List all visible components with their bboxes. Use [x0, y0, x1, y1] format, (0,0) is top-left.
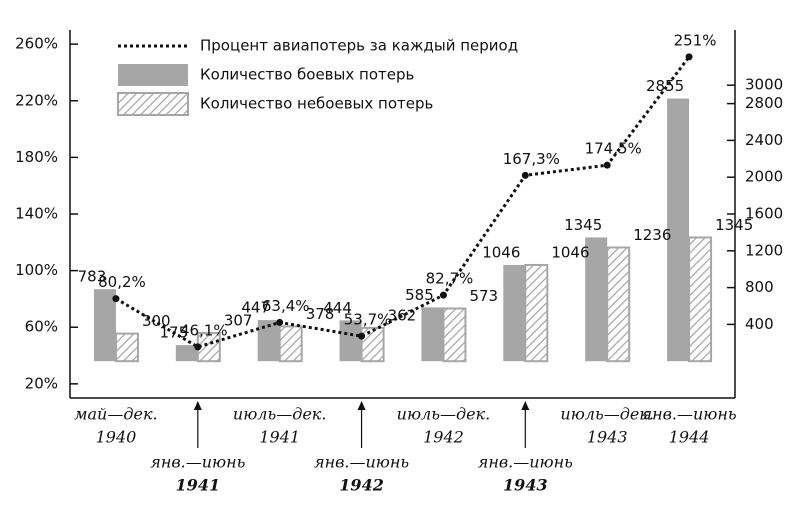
- x-tick-label: июль—дек.: [560, 405, 654, 424]
- bar-value-label: 447: [241, 299, 270, 317]
- y-tick-label: 220%: [15, 91, 58, 109]
- bar: [175, 345, 198, 362]
- x-tick-label-year: 1942: [339, 476, 384, 495]
- bar: [585, 237, 608, 362]
- x-tick-label: янв.—июнь: [478, 453, 573, 472]
- x-tick-label: июль—дек.: [397, 405, 491, 424]
- x-tick-label: июль—дек.: [233, 405, 327, 424]
- line-value-label: 167,3%: [503, 150, 560, 168]
- x-tick-label: янв.—июнь: [641, 405, 736, 424]
- bar-value-label: 1345: [564, 216, 602, 234]
- y2-tick-label: 3000: [745, 76, 783, 94]
- y2-tick-label: 2800: [745, 94, 783, 112]
- legend-label: Процент авиапотерь за каждый период: [200, 37, 518, 55]
- line: [115, 55, 691, 349]
- legend-label: Количество небоевых потерь: [200, 95, 433, 113]
- y2-tick-label: 2400: [745, 131, 783, 149]
- bar-value-label: 2855: [646, 77, 684, 95]
- arrow-head: [357, 401, 366, 410]
- line-point: [358, 332, 366, 340]
- bar-value-label: 1236: [633, 226, 671, 244]
- x-tick-label-year: 1942: [423, 428, 464, 447]
- hatched-bar: [360, 326, 385, 363]
- line-point: [194, 343, 202, 351]
- hatched-bar: [524, 263, 549, 363]
- hatched-bar: [606, 246, 631, 363]
- hatched-bar: [442, 307, 467, 363]
- line-point: [112, 295, 120, 303]
- y-tick-label: 180%: [15, 148, 58, 166]
- x-tick-label-year: 1943: [587, 428, 628, 447]
- x-tick-label: май—дек.: [74, 405, 157, 424]
- x-tick-label: янв.—июнь: [150, 453, 245, 472]
- bar-value-label: 300: [142, 312, 171, 330]
- y-tick-label: 260%: [15, 35, 58, 53]
- bar: [93, 289, 116, 362]
- line-value-label: 63,4%: [262, 297, 310, 315]
- y2-tick-label: 800: [745, 278, 774, 296]
- y-tick-label: 60%: [25, 318, 58, 336]
- line-value-label: 80,2%: [98, 273, 146, 291]
- bar-value-label: 378: [306, 305, 335, 323]
- y2-tick-label: 1200: [745, 241, 783, 259]
- bar-value-label: 783: [78, 268, 107, 286]
- y2-tick-label: 1600: [745, 205, 783, 223]
- bar: [421, 307, 444, 362]
- hatched-bar: [278, 325, 303, 363]
- line-point: [439, 291, 447, 299]
- bar-value-label: 1345: [715, 216, 753, 234]
- line-value-label: 174,5%: [585, 140, 642, 158]
- y-tick-label: 20%: [25, 374, 58, 392]
- arrow-head: [193, 401, 202, 410]
- line-point: [521, 171, 529, 179]
- bar: [503, 264, 526, 362]
- bar-value-label: 585: [405, 286, 434, 304]
- line-point: [685, 53, 693, 61]
- x-tick-label-year: 1940: [96, 428, 137, 447]
- line-value-label: 53,7%: [344, 311, 392, 329]
- legend-label: Количество боевых потерь: [200, 66, 414, 84]
- hatched-bar: [114, 332, 139, 363]
- arrow-head: [521, 401, 530, 410]
- line-value-label: 46,1%: [180, 321, 228, 339]
- y-tick-label: 140%: [15, 205, 58, 223]
- bar: [667, 98, 690, 362]
- bar: [339, 320, 362, 362]
- line-value-label: 251%: [674, 31, 717, 49]
- y2-tick-label: 2000: [745, 168, 783, 186]
- bar-value-label: 1046: [551, 243, 589, 261]
- x-tick-label-year: 1944: [669, 428, 710, 447]
- x-tick-label: янв.—июнь: [314, 453, 409, 472]
- y2-tick-label: 400: [745, 315, 774, 333]
- hatched-bar: [688, 236, 713, 363]
- line-point: [276, 318, 284, 326]
- bar-value-label: 1046: [482, 243, 520, 261]
- bar-value-label: 307: [224, 311, 253, 329]
- x-tick-label-year: 1943: [503, 476, 548, 495]
- line-value-label: 82,7%: [426, 270, 474, 288]
- legend-swatch: [118, 64, 188, 86]
- x-tick-label-year: 1941: [259, 428, 300, 447]
- bar-value-label: 444: [323, 299, 352, 317]
- y-tick-label: 100%: [15, 261, 58, 279]
- legend-swatch: [117, 92, 189, 116]
- x-tick-label-year: 1941: [176, 476, 221, 495]
- bar-value-label: 573: [469, 287, 498, 305]
- line-point: [603, 161, 611, 169]
- bar: [257, 320, 280, 362]
